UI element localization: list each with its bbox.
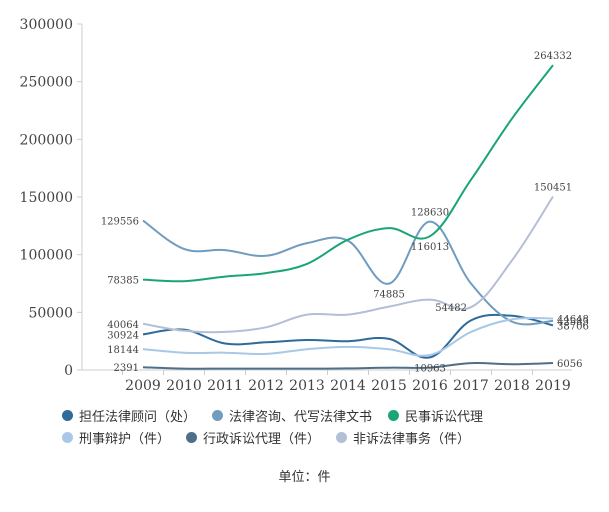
series-line-0 bbox=[142, 313, 554, 359]
data-label: 129556 bbox=[101, 217, 139, 228]
legend-marker-icon bbox=[62, 431, 73, 443]
x-tick-label: 2011 bbox=[207, 378, 243, 394]
x-tick-label: 2013 bbox=[289, 378, 325, 394]
legend-item[interactable]: 民事诉讼代理 bbox=[388, 406, 483, 425]
legend-label: 行政诉讼代理（件） bbox=[203, 431, 321, 447]
y-tick-label: 0 bbox=[64, 363, 73, 379]
data-label: 116013 bbox=[411, 242, 449, 253]
legend-label: 刑事辩护（件） bbox=[79, 431, 171, 447]
unit-label: 单位：件 bbox=[278, 470, 331, 485]
y-tick-label: 50000 bbox=[28, 305, 73, 321]
series-line-1 bbox=[142, 219, 554, 326]
legend-marker-icon bbox=[62, 409, 73, 421]
series-line-2 bbox=[142, 64, 554, 283]
legend-row: 刑事辩护（件） 行政诉讼代理（件） 非诉法律事务（件） bbox=[62, 426, 582, 448]
x-tick-label: 2009 bbox=[125, 378, 161, 394]
series-line-4 bbox=[142, 361, 554, 370]
x-tick-label: 2012 bbox=[248, 378, 284, 394]
data-label: 6056 bbox=[557, 359, 582, 370]
x-tick-label: 2019 bbox=[535, 378, 571, 394]
series-line-5 bbox=[142, 195, 554, 334]
data-label: 44648 bbox=[557, 315, 589, 326]
legend-item[interactable]: 担任法律顾问（处） bbox=[62, 406, 196, 425]
legend-item[interactable]: 法律咨询、代写法律文书 bbox=[212, 406, 372, 425]
y-tick-label: 100000 bbox=[20, 248, 73, 264]
legend-item[interactable]: 非诉法律事务（件） bbox=[336, 428, 470, 447]
x-tick-label: 2016 bbox=[412, 378, 448, 394]
x-tick-label: 2017 bbox=[453, 378, 489, 394]
data-label: 150451 bbox=[534, 182, 572, 193]
legend-marker-icon bbox=[336, 431, 348, 443]
data-label: 38706 bbox=[557, 321, 589, 332]
data-label: 30924 bbox=[107, 330, 139, 341]
data-label: 78385 bbox=[107, 276, 139, 287]
legend-label: 担任法律顾问（处） bbox=[79, 409, 197, 425]
legend-item[interactable]: 行政诉讼代理（件） bbox=[186, 428, 320, 447]
legend-label: 民事诉讼代理 bbox=[405, 409, 484, 425]
legend-marker-icon bbox=[388, 409, 400, 421]
data-label: 10963 bbox=[414, 363, 446, 374]
legend-marker-icon bbox=[186, 431, 198, 443]
data-label: 264332 bbox=[534, 51, 572, 62]
x-tick-label: 2015 bbox=[371, 378, 407, 394]
y-tick-label: 200000 bbox=[20, 132, 73, 148]
x-tick-label: 2018 bbox=[494, 378, 530, 394]
data-label: 74885 bbox=[373, 290, 405, 301]
data-label: 2391 bbox=[114, 363, 139, 374]
x-tick-label: 2014 bbox=[330, 378, 366, 394]
y-tick-label: 250000 bbox=[20, 75, 73, 91]
data-label: 128630 bbox=[411, 208, 449, 219]
data-label: 18144 bbox=[107, 345, 139, 356]
series-line-3 bbox=[142, 316, 554, 357]
data-label: 54482 bbox=[435, 303, 467, 314]
y-tick-label: 300000 bbox=[20, 17, 73, 33]
y-tick-label: 150000 bbox=[20, 190, 73, 206]
line-chart: 0 50000 100000 150000 200000 250000 300000 2009… bbox=[20, 17, 589, 394]
x-tick-label: 2010 bbox=[166, 378, 202, 394]
legend-label: 法律咨询、代写法律文书 bbox=[229, 409, 373, 425]
legend-label: 非诉法律事务（件） bbox=[353, 431, 471, 447]
legend-row: 担任法律顾问（处） 法律咨询、代写法律文书 民事诉讼代理 bbox=[62, 404, 582, 426]
legend: 担任法律顾问（处） 法律咨询、代写法律文书 民事诉讼代理 刑事辩护（件） 行政诉讼代理… bbox=[62, 404, 582, 448]
legend-item[interactable]: 刑事辩护（件） bbox=[62, 428, 170, 447]
data-label: 40064 bbox=[107, 320, 139, 331]
data-label: 42583 bbox=[557, 317, 589, 328]
legend-marker-icon bbox=[212, 409, 224, 421]
